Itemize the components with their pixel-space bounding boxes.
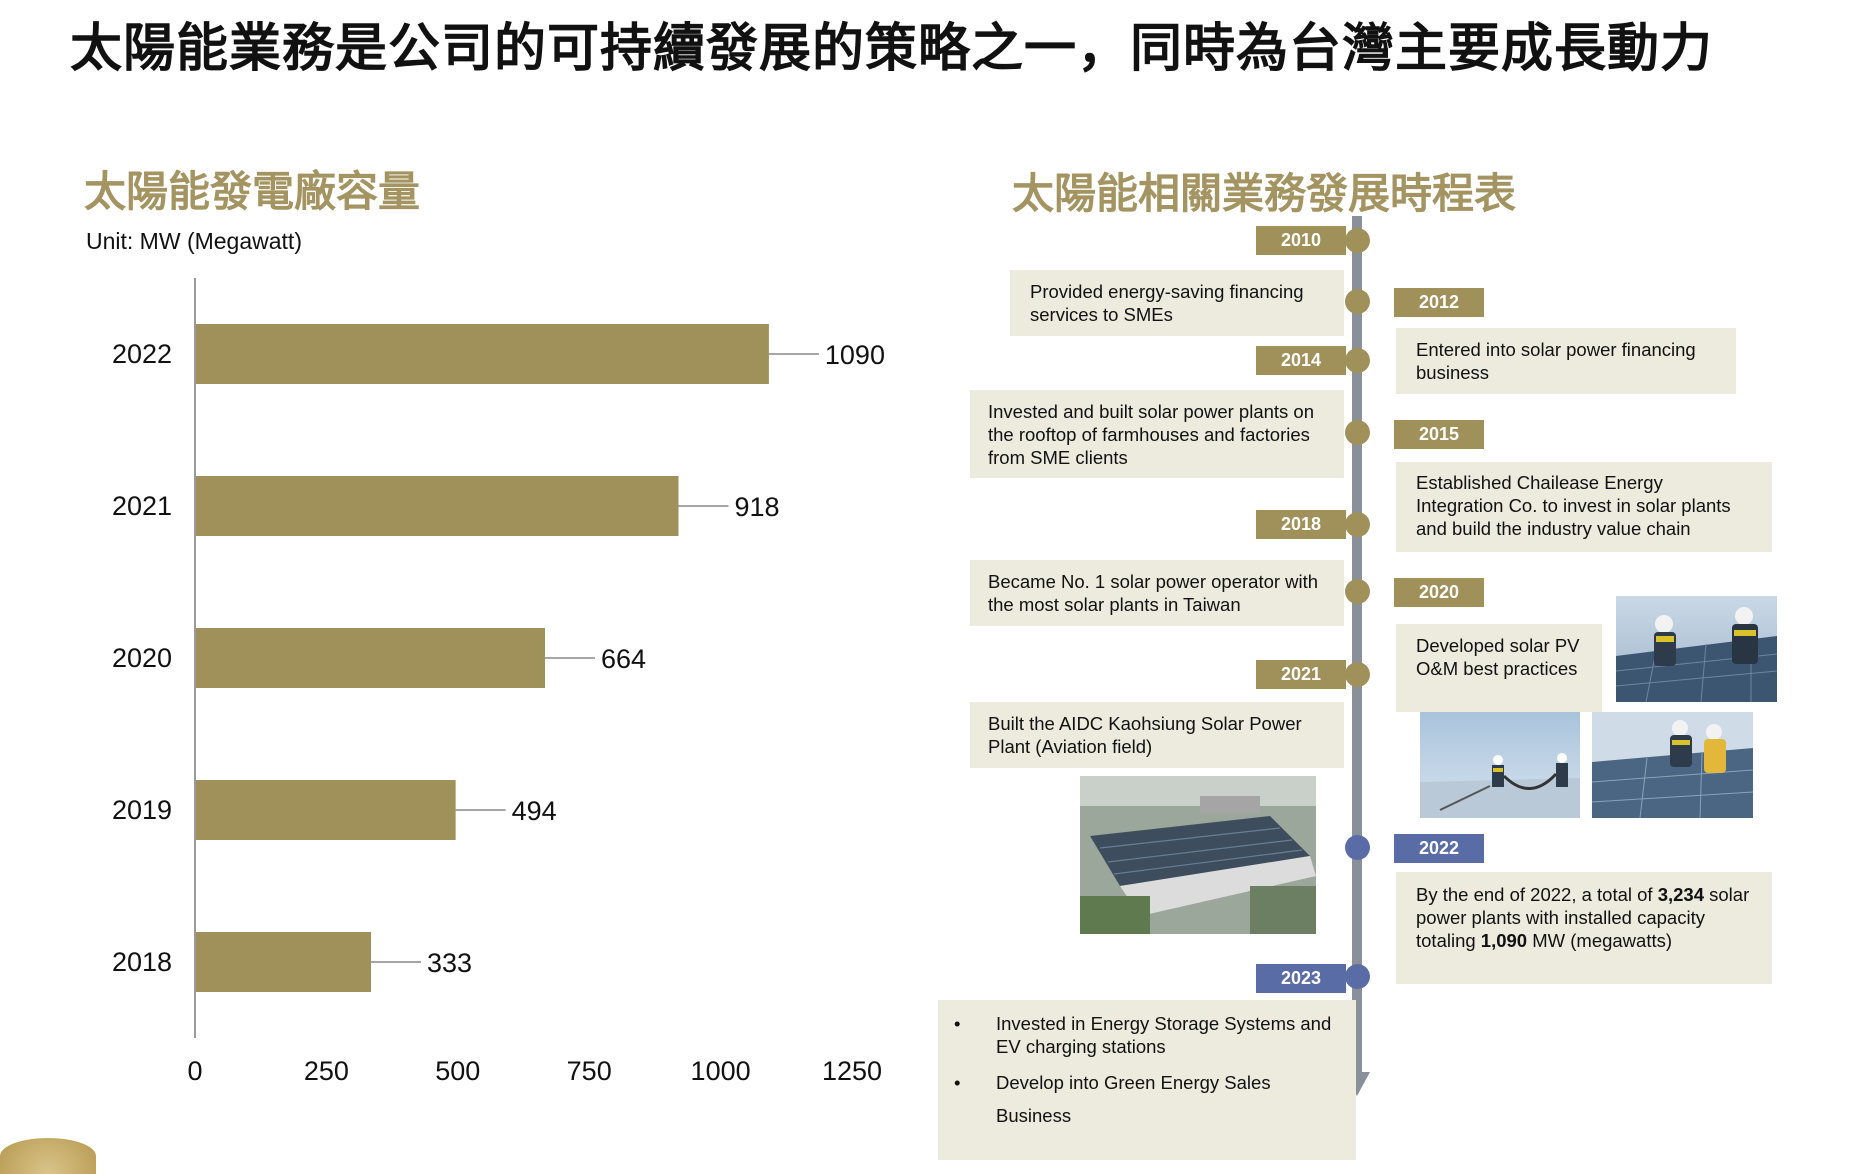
category-label-2018: 2018 (112, 947, 172, 977)
timeline-dot-2020 (1345, 579, 1370, 604)
logo-emblem-fragment (0, 1138, 96, 1174)
timeline-section-title: 太陽能相關業務發展時程表 (1012, 169, 1517, 218)
value-label-2022: 1090 (825, 340, 885, 370)
event-2022-text-1: By the end of 2022, a total of (1416, 884, 1658, 905)
event-2023-item-green-energy: Develop into Green Energy Sales Business (938, 1066, 1340, 1132)
category-label-2021: 2021 (112, 491, 172, 521)
photo-pv-panel-maintenance (1592, 712, 1753, 818)
page-title: 太陽能業務是公司的可持續發展的策略之一，同時為台灣主要成長動力 (70, 19, 1714, 79)
event-2022-text-2: solar power plants with installed capaci… (1416, 884, 1750, 951)
year-badge-2010: 2010 (1256, 226, 1346, 255)
value-label-2021: 918 (735, 492, 780, 522)
event-box-2023: Invested in Energy Storage Systems and E… (938, 1000, 1356, 1160)
value-label-2018: 333 (427, 948, 472, 978)
event-box-2015: Established Chailease Energy Integration… (1396, 462, 1772, 552)
year-badge-2021: 2021 (1256, 660, 1346, 689)
year-badge-2022: 2022 (1394, 834, 1484, 863)
year-badge-2014: 2014 (1256, 346, 1346, 375)
event-box-2014: Invested and built solar power plants on… (970, 390, 1344, 478)
category-label-2019: 2019 (112, 795, 172, 825)
timeline-dot-2010 (1345, 228, 1370, 253)
timeline-dot-2018 (1345, 512, 1370, 537)
photo-pv-workers-inspection (1616, 596, 1777, 702)
year-badge-2015: 2015 (1394, 420, 1484, 449)
year-badge-2023: 2023 (1256, 964, 1346, 993)
x-tick-label-0: 0 (187, 1056, 202, 1086)
year-badge-2018: 2018 (1256, 510, 1346, 539)
timeline-dot-2022 (1345, 835, 1370, 860)
photo-aidc-kaohsiung-solar-plant (1080, 776, 1316, 934)
event-2022-text-3: MW (megawatts) (1527, 930, 1673, 951)
unit-label: Unit: MW (Megawatt) (86, 228, 302, 254)
category-label-2020: 2020 (112, 643, 172, 673)
timeline-axis (1352, 216, 1362, 1074)
x-tick-label-1250: 1250 (822, 1056, 882, 1086)
timeline-dot-2014 (1345, 348, 1370, 373)
year-badge-2012: 2012 (1394, 288, 1484, 317)
event-2022-capacity: 1,090 (1480, 930, 1528, 951)
event-box-2021: Built the AIDC Kaohsiung Solar Power Pla… (970, 702, 1344, 768)
event-2022-plant-count: 3,234 (1657, 884, 1704, 905)
event-2023-item-ess: Invested in Energy Storage Systems and E… (938, 1012, 1340, 1058)
event-box-2012: Entered into solar power financing busin… (1396, 328, 1736, 394)
x-tick-label-1000: 1000 (691, 1056, 751, 1086)
timeline-dot-2021 (1345, 662, 1370, 687)
bar-2019 (196, 780, 456, 840)
bar-2018 (196, 932, 372, 992)
timeline-dot-2015 (1345, 420, 1370, 445)
x-tick-label-750: 750 (567, 1056, 612, 1086)
event-2023-list: Invested in Energy Storage Systems and E… (938, 1012, 1340, 1132)
photo-pv-panel-cleaning (1420, 712, 1580, 818)
event-box-2010: Provided energy-saving financing service… (1010, 270, 1344, 336)
value-label-2019: 494 (512, 796, 557, 826)
bar-2021 (196, 476, 679, 536)
capacity-section-title: 太陽能發電廠容量 (84, 167, 421, 216)
value-label-2020: 664 (601, 644, 646, 674)
timeline-dot-2012 (1345, 289, 1370, 314)
bar-2020 (196, 628, 545, 688)
category-label-2022: 2022 (112, 339, 172, 369)
bar-2022 (196, 324, 769, 384)
year-badge-2020: 2020 (1394, 578, 1484, 607)
event-box-2022: By the end of 2022, a total of 3,234 sol… (1396, 872, 1772, 984)
event-box-2020: Developed solar PV O&M best practices (1396, 624, 1602, 712)
timeline-dot-2023 (1345, 964, 1370, 989)
event-box-2018: Became No. 1 solar power operator with t… (970, 560, 1344, 626)
x-tick-label-250: 250 (304, 1056, 349, 1086)
x-tick-label-500: 500 (435, 1056, 480, 1086)
capacity-bar-chart: 1090 2022 918 2021 664 2020 494 2019 333 2018 0 250… (112, 278, 885, 1086)
